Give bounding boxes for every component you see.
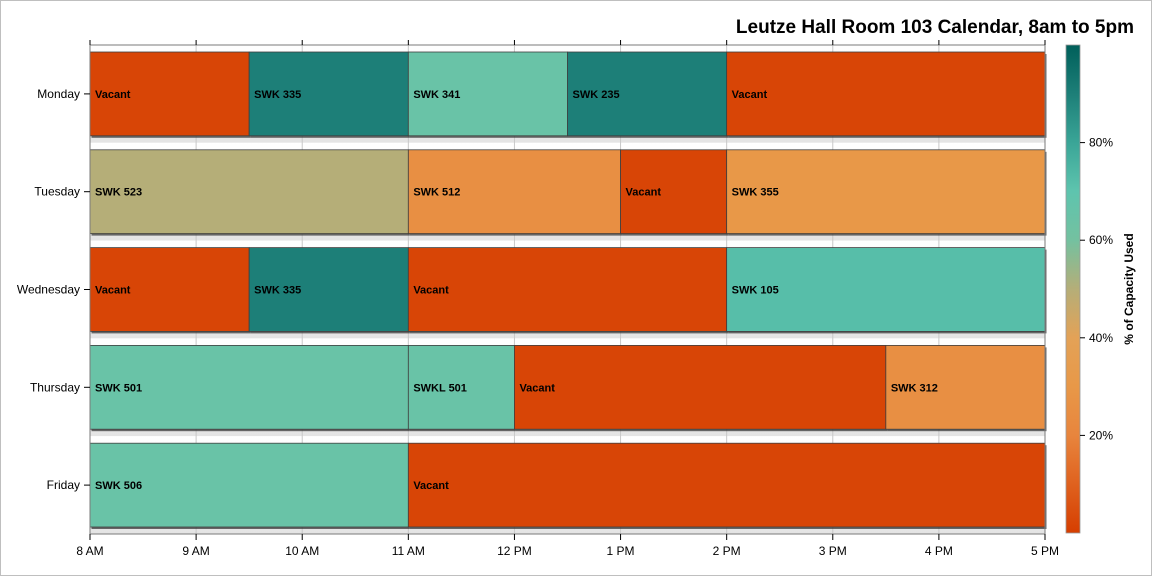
legend-tick-label: 20% [1089,428,1113,442]
schedule-bar: Vacant [89,51,251,138]
chart-title: Leutze Hall Room 103 Calendar, 8am to 5p… [736,17,1134,38]
schedule-bar: SWK 105 [726,247,1047,334]
bar-label: Vacant [413,285,449,297]
bar-label: Vacant [95,89,131,101]
schedule-bar: Vacant [407,442,1047,529]
x-tick-label: 2 PM [713,544,741,558]
bar-rect [407,149,621,235]
x-tick-label: 4 PM [925,544,953,558]
bar-label: Vacant [732,89,768,101]
schedule-bar: SWK 335 [248,51,410,138]
schedule-bar: SWK 523 [89,149,410,236]
y-tick-label: Monday [37,87,80,101]
bar-rect [248,247,409,332]
bar-rect [885,344,1046,430]
bar-label: SWK 235 [573,89,620,101]
bar-rect [407,442,1046,528]
bar-label: Vacant [626,187,662,199]
y-tick-label: Tuesday [34,185,80,199]
bar-label: SWK 355 [732,187,779,199]
bar-rect [726,149,1046,235]
schedule-bar: SWK 312 [885,344,1047,432]
legend-color-bar [1065,44,1081,534]
x-tick-label: 11 AM [392,544,425,558]
bar-rect [248,51,409,137]
x-tick-label: 12 PM [497,544,532,558]
bar-label: SWK 105 [732,285,779,297]
y-tick-label: Thursday [30,380,80,394]
bar-rect [726,247,1046,332]
x-tick-label: 5 PM [1031,544,1059,558]
x-tick-label: 9 AM [182,544,209,558]
x-tick-label: 8 AM [76,544,103,558]
bar-label: SWK 335 [254,89,301,101]
schedule-bar: SWK 341 [407,51,569,138]
x-tick-label: 3 PM [819,544,847,558]
schedule-bar: SWK 506 [89,442,410,529]
bar-rect [514,344,887,430]
schedule-bar: SWK 512 [407,149,623,236]
x-tick-label: 1 PM [607,544,635,558]
bar-label: Vacant [413,480,449,492]
legend-tick-label: 60% [1089,233,1113,247]
schedule-bar: Vacant [514,344,888,432]
bar-label: Vacant [95,285,131,297]
bar-label: SWK 312 [891,382,938,394]
bar-rect [726,51,1046,137]
legend-title: % of Capacity Used [1122,233,1136,344]
bar-rect [407,344,515,430]
bar-label: SWK 506 [95,480,142,492]
bar-rect [89,51,250,137]
schedule-bar: Vacant [89,247,251,334]
bar-rect [407,247,728,332]
schedule-bar: SWK 235 [567,51,729,138]
bar-label: SWK 341 [413,89,460,101]
bar-label: SWK 501 [95,382,142,394]
schedule-bar: SWK 335 [248,247,410,334]
bar-label: SWK 335 [254,285,301,297]
legend-tick-label: 40% [1089,331,1113,345]
bar-label: SWK 523 [95,187,142,199]
y-tick-label: Friday [47,478,80,492]
schedule-bar: SWK 501 [89,344,410,432]
x-tick-label: 10 AM [285,544,319,558]
color-legend: 20% 40% 60% 80% % of Capacity Used [1065,44,1136,534]
bar-rect [89,442,409,528]
bars: Vacant SWK 335 SWK 341 SWK 235 Vacant SWK 523… [89,51,1047,529]
bar-rect [620,149,728,235]
bar-rect [89,344,409,430]
schedule-bar: SWK 355 [726,149,1047,236]
axes: 8 AM 9 AM 10 AM 11 AM 12 PM 1 PM 2 PM 3 PM 4 PM 5… [17,40,1059,558]
schedule-bar: SWKL 501 [407,344,516,432]
bar-label: SWKL 501 [413,382,467,394]
legend-tick-label: 80% [1089,136,1113,150]
y-tick-label: Wednesday [17,283,80,297]
schedule-bar: Vacant [726,51,1047,138]
bar-rect [567,51,728,137]
schedule-bar: Vacant [620,149,729,236]
bar-label: Vacant [519,382,555,394]
bar-label: SWK 512 [413,187,460,199]
schedule-bar: Vacant [407,247,729,334]
bar-rect [89,247,250,332]
